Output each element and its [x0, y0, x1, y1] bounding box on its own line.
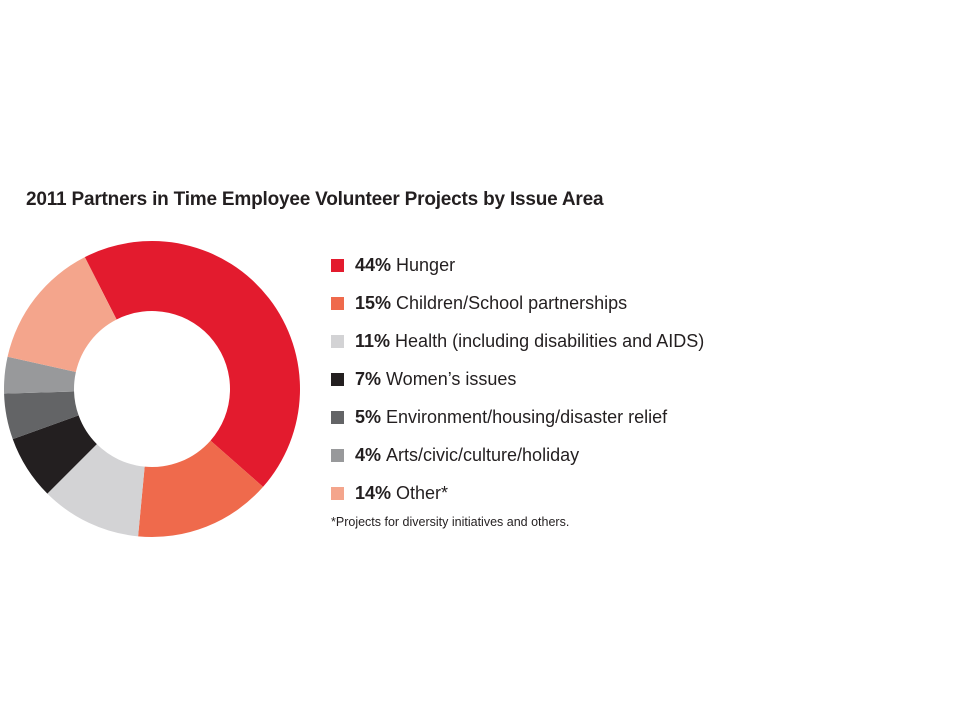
legend-label: Health (including disabilities and AIDS)	[395, 330, 705, 351]
legend-swatch	[331, 258, 344, 272]
chart-title: 2011 Partners in Time Employee Volunteer…	[26, 189, 604, 210]
legend-swatch	[331, 410, 344, 424]
donut-slice-environment-housing-disaster-relief	[4, 391, 79, 440]
donut-slice-hunger	[84, 240, 301, 487]
legend-item: 44% Hunger	[331, 246, 704, 284]
donut-slice-health-including-disabilities-and-aids	[47, 444, 145, 537]
legend-value: 44%	[355, 254, 392, 275]
donut-slice-arts-civic-culture-holiday	[3, 356, 76, 394]
legend-label: Arts/civic/culture/holiday	[386, 444, 580, 465]
legend-swatch	[331, 296, 344, 310]
legend-value: 15%	[355, 292, 392, 313]
legend-item: 14% Other*	[331, 474, 704, 512]
legend-label: Environment/housing/disaster relief	[386, 406, 668, 427]
donut-slice-women-s-issues	[12, 415, 97, 494]
legend-swatch	[331, 486, 344, 500]
legend-value: 7%	[355, 368, 382, 389]
legend-label: Hunger	[396, 254, 456, 275]
legend-item: 4% Arts/civic/culture/holiday	[331, 436, 704, 474]
legend-label: Other*	[396, 482, 449, 503]
legend-value: 11%	[355, 330, 391, 351]
legend-value: 4%	[355, 444, 382, 465]
chart-legend: 44% Hunger 15% Children/School partnerships…	[331, 246, 704, 512]
legend-value: 5%	[355, 406, 382, 427]
legend-swatch	[331, 372, 344, 386]
chart-footnote: *Projects for diversity initiatives and …	[331, 515, 570, 529]
donut-slice-children-school-partnerships	[138, 440, 264, 537]
legend-swatch	[331, 334, 344, 348]
legend-label: Children/School partnerships	[396, 292, 628, 313]
legend-item: 5% Environment/housing/disaster relief	[331, 398, 704, 436]
legend-item: 11% Health (including disabilities and AI…	[331, 322, 704, 360]
legend-item: 15% Children/School partnerships	[331, 284, 704, 322]
legend-item: 7% Women’s issues	[331, 360, 704, 398]
legend-value: 14%	[355, 482, 392, 503]
legend-swatch	[331, 448, 344, 462]
donut-slice-other	[7, 257, 117, 372]
legend-label: Women’s issues	[386, 368, 517, 389]
